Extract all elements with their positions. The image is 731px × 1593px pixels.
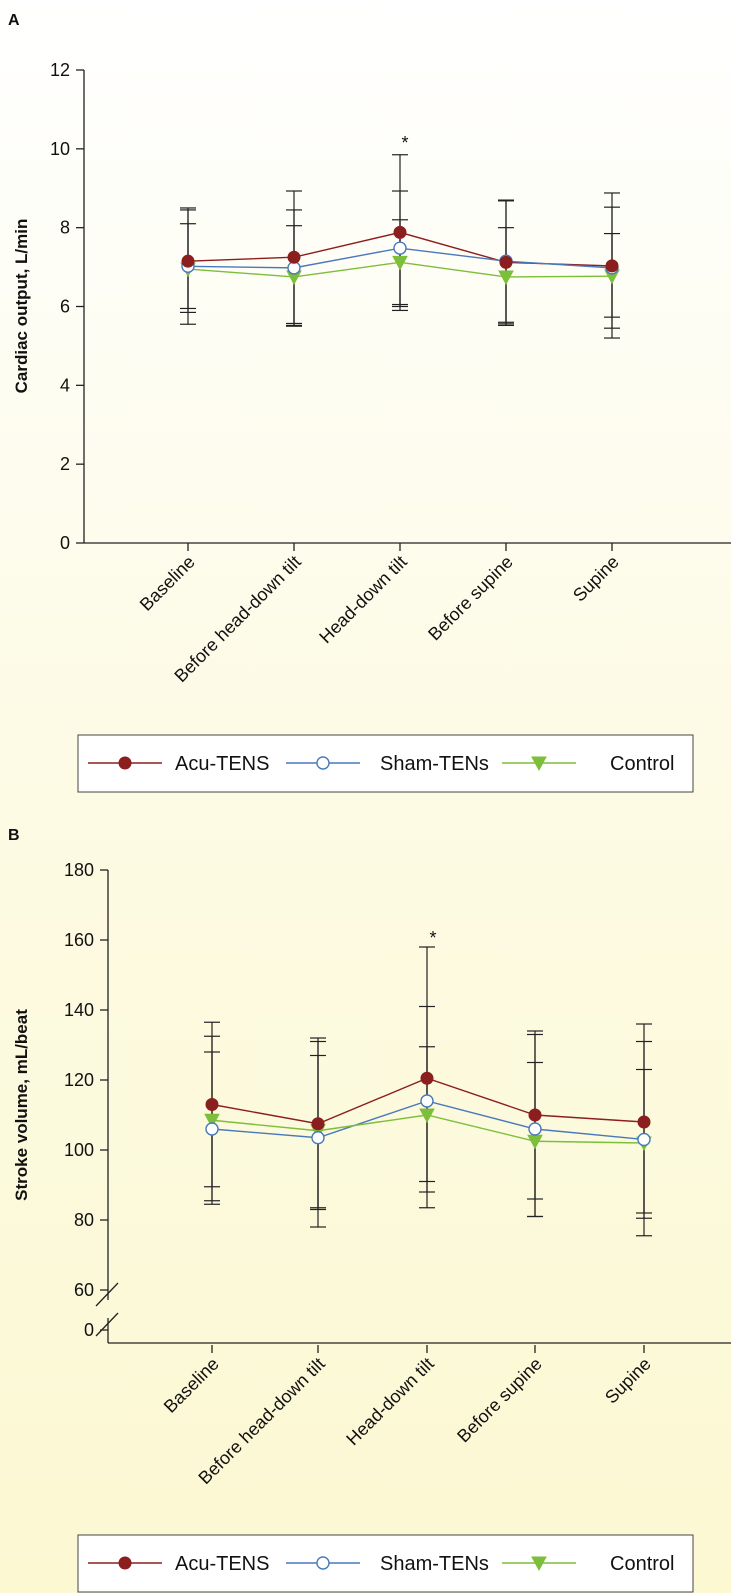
panel-b-data-point	[419, 1108, 435, 1124]
panel-b-data-point	[204, 1113, 220, 1129]
panel-b-x-category-label: Before supine	[453, 1354, 546, 1447]
panel-a-data-point	[605, 259, 619, 273]
panel-b-axis-break-upper	[95, 1282, 119, 1307]
panel-b-x-category-label: Head-down tilt	[342, 1354, 438, 1450]
panel-b-legend-marker-acu	[118, 1556, 132, 1570]
panel-b-legend-marker-control	[531, 1556, 547, 1572]
panel-a-legend-label-control: Control	[610, 753, 674, 775]
panel-a-y-tick-label: 12	[50, 60, 70, 80]
panel-b-legend: Acu-TENS Sham-TENs Control	[77, 1534, 694, 1593]
panel-a-x-category-label: Supine	[569, 552, 623, 606]
panel-a-y-axis-title: Cardiac output, L/min	[12, 219, 31, 394]
panel-a-x-category-label: Before supine	[424, 552, 517, 645]
panel-a-significance-marker: *	[401, 133, 408, 153]
panel-a-legend-marker-sham	[316, 756, 330, 770]
panel-a-legend-box	[77, 734, 694, 793]
panel-a-legend-label-acu: Acu-TENS	[175, 753, 269, 775]
panel-b-x-category-label: Supine	[601, 1354, 655, 1408]
panel-b-data-point	[205, 1122, 219, 1136]
panel-b-data-point	[637, 1115, 651, 1129]
panel-a-data-point	[393, 225, 407, 239]
panel-b-y-tick-label: 140	[64, 1000, 94, 1020]
panel-a-data-point	[498, 270, 514, 285]
panel-b-y-tick-label: 100	[64, 1140, 94, 1160]
panel-b-legend-label-sham: Sham-TENs	[380, 1553, 489, 1575]
panel-a-data-point	[392, 255, 408, 271]
panel-b-data-point	[311, 1117, 325, 1131]
panel-a-data-point	[393, 241, 407, 255]
panel-a-y-tick-label: 8	[60, 218, 70, 238]
panel-b-axes	[95, 870, 731, 1344]
panel-b-data-point	[528, 1108, 542, 1122]
panel-a-y-tick-label: 6	[60, 297, 70, 317]
panel-a-legend-marker-control	[531, 756, 547, 772]
panel-a-data-point	[287, 250, 301, 264]
panel-a-x-category-label: Baseline	[136, 552, 199, 615]
panel-b-y-axis-title: Stroke volume, mL/beat	[12, 1009, 31, 1201]
panel-b-y-tick-label: 160	[64, 930, 94, 950]
panel-b-y-tick-label: 0	[84, 1320, 94, 1340]
panel-b-data-point	[528, 1122, 542, 1136]
panel-a-legend-label-sham: Sham-TENs	[380, 753, 489, 775]
panel-a-y-tick-label: 2	[60, 454, 70, 474]
panel-b-x-category-label: Baseline	[160, 1354, 223, 1417]
panel-b-y-tick-label: 80	[74, 1210, 94, 1230]
panel-a-label: A	[8, 12, 20, 29]
panel-a-legend-marker-acu	[118, 756, 132, 770]
panel-b-legend-label-control: Control	[610, 1553, 674, 1575]
panel-a-data-point	[499, 255, 513, 269]
panel-b-data-point	[205, 1098, 219, 1111]
panel-a-y-tick-label: 10	[50, 139, 70, 159]
panel-a-x-category-label: Head-down tilt	[315, 552, 411, 648]
panel-b-data-point	[420, 1094, 434, 1108]
panel-b-legend-box	[77, 1534, 694, 1593]
panel-b-y-tick-label: 120	[64, 1070, 94, 1090]
panel-b-data-point	[420, 1071, 434, 1085]
panel-a-data-point	[181, 254, 195, 268]
panel-b-legend-marker-sham	[316, 1556, 330, 1570]
panel-b-legend-label-acu: Acu-TENS	[175, 1553, 269, 1575]
panel-b-significance-marker: *	[429, 928, 436, 948]
panel-a-legend: Acu-TENS Sham-TENs Control	[77, 734, 694, 793]
panel-b-y-tick-label: 60	[74, 1280, 94, 1300]
panel-b-data-point	[311, 1131, 325, 1145]
panel-b-axis-break-lower	[95, 1312, 119, 1337]
panel-a-y-tick-label: 4	[60, 375, 70, 395]
panel-b-label: B	[8, 827, 20, 844]
panel-b-y-tick-label: 180	[64, 860, 94, 880]
panel-b-data-point	[637, 1132, 651, 1147]
panel-a-y-tick-label: 0	[60, 533, 70, 553]
